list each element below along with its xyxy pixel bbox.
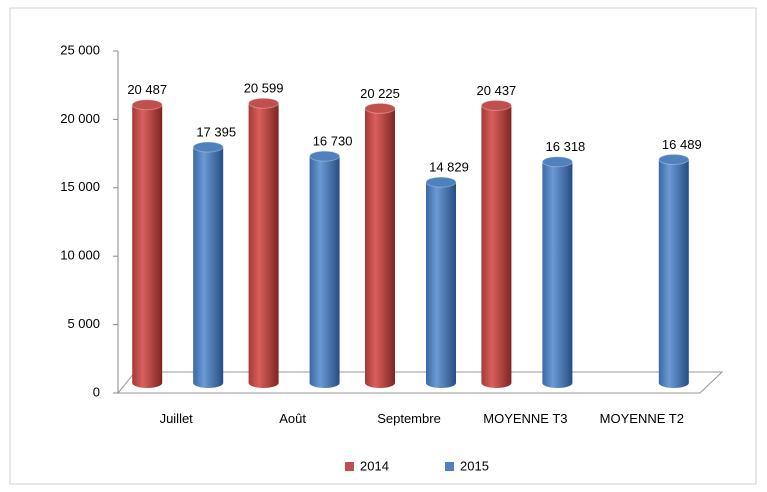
bar-top [248, 97, 280, 109]
data-label: 20 225 [360, 86, 400, 101]
x-tick-label: MOYENNE T3 [483, 411, 568, 426]
bar-bottom [365, 378, 395, 388]
y-tick-label: 15 000 [60, 179, 100, 194]
data-label: 16 489 [662, 137, 702, 152]
legend-swatch [445, 462, 454, 471]
x-tick-label: Septembre [377, 411, 441, 426]
x-tick-label: Juillet [159, 411, 193, 426]
bar-top [425, 176, 457, 188]
bar-top [658, 153, 690, 165]
legend-swatch [345, 462, 354, 471]
data-label: 17 395 [196, 124, 236, 139]
bar [132, 104, 163, 383]
data-label: 16 318 [546, 139, 586, 154]
bar-bottom [426, 378, 456, 388]
bar [426, 182, 456, 383]
legend-label: 2015 [460, 458, 489, 473]
bar-bottom [248, 378, 279, 388]
legend-label: 2014 [360, 458, 389, 473]
x-tick-label: MOYENNE T2 [599, 411, 684, 426]
bar-bottom [132, 378, 163, 388]
bar-bottom [309, 378, 340, 388]
data-label: 20 599 [244, 81, 284, 96]
y-tick-label: 25 000 [60, 42, 100, 57]
bar-bottom [658, 378, 689, 388]
bar [365, 108, 395, 384]
bar [481, 105, 512, 383]
x-tick-label: Août [279, 411, 306, 426]
chart-frame [9, 7, 757, 485]
bar-top [364, 102, 396, 114]
bar-bottom [542, 378, 573, 388]
bar-top [309, 150, 341, 162]
bar [248, 103, 279, 383]
data-label: 20 437 [477, 83, 517, 98]
y-tick-label: 10 000 [60, 248, 100, 263]
y-tick-label: 20 000 [60, 111, 100, 126]
bar [309, 156, 340, 383]
bar-bottom [193, 378, 224, 388]
data-label: 16 730 [313, 134, 353, 149]
bar [542, 161, 573, 383]
bar-bottom [481, 378, 512, 388]
bar-top [192, 141, 224, 153]
bar [658, 159, 689, 383]
data-label: 20 487 [127, 82, 167, 97]
bar-top [541, 156, 573, 168]
y-tick-label: 5 000 [67, 316, 100, 331]
bar [193, 147, 224, 383]
bar-top [480, 99, 512, 111]
bar-top [131, 99, 163, 111]
y-tick-label: 0 [93, 384, 100, 399]
data-label: 14 829 [429, 160, 469, 175]
